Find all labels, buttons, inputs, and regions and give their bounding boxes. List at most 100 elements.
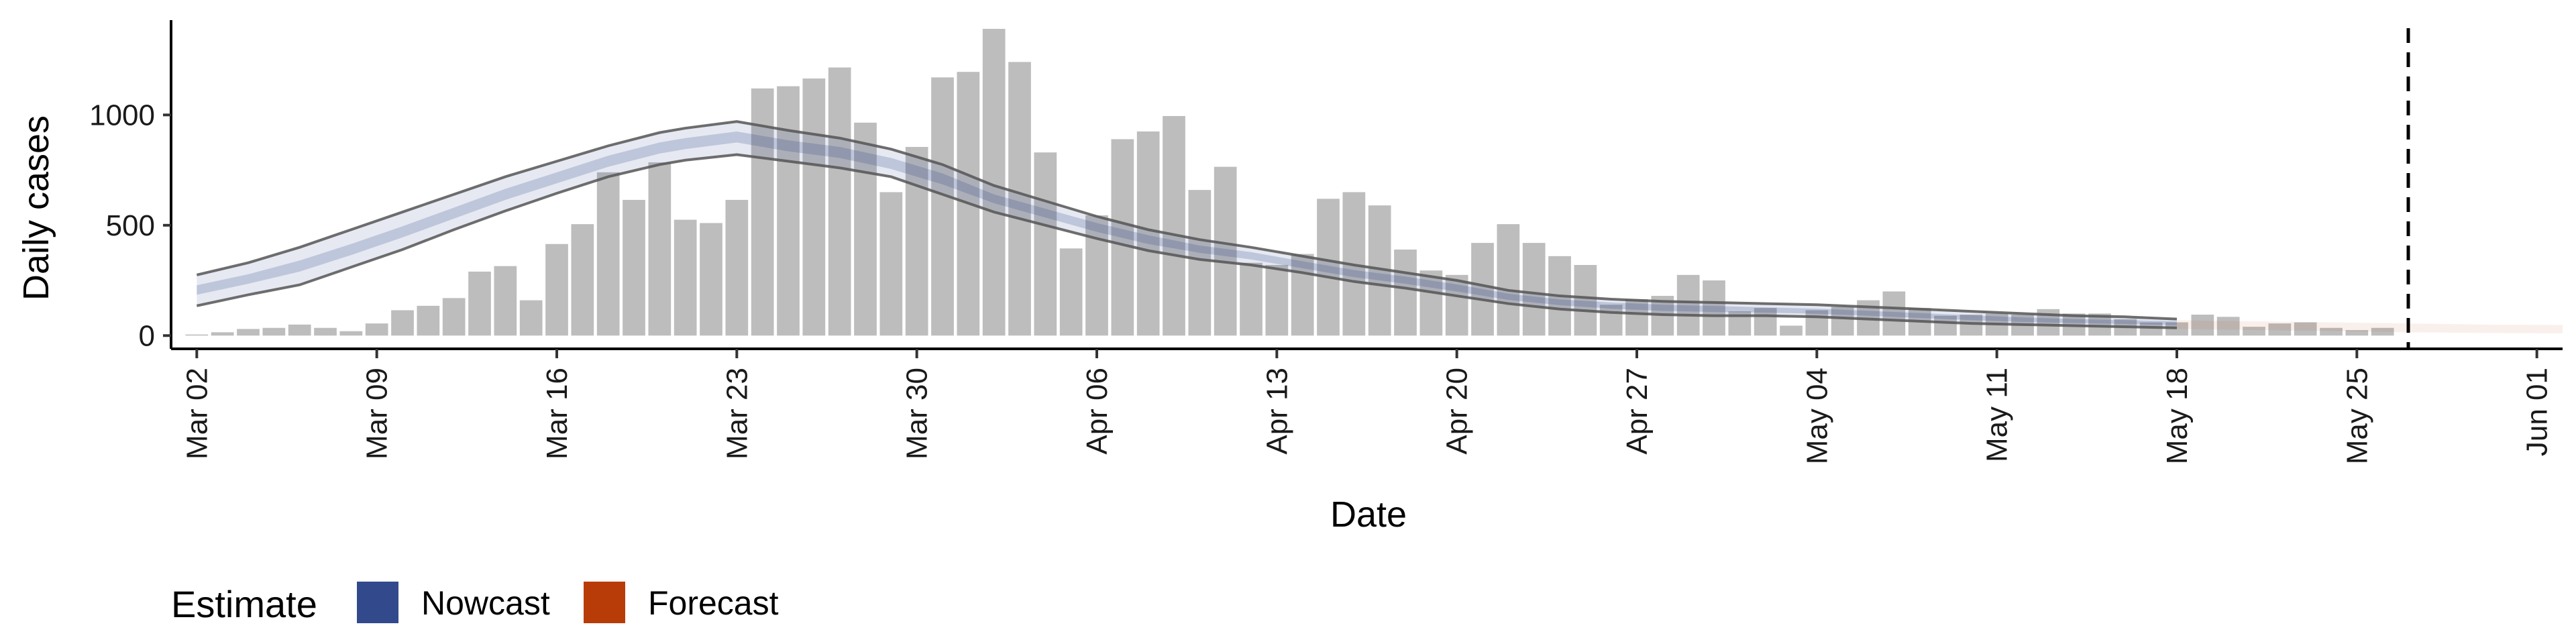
case-bar [1960,315,1983,336]
nowcast-band-90 [197,121,2178,328]
case-bar [1034,152,1057,336]
case-bar [674,219,697,336]
case-bar [1574,265,1597,336]
case-bar [2216,317,2240,336]
case-bar [623,199,645,336]
case-bar [854,122,877,336]
case-bar [442,298,466,336]
legend-title: Estimate [171,583,317,625]
case-bar [571,224,594,336]
case-bar [417,305,440,336]
case-bar [2268,323,2292,336]
x-tick-label: May 04 [1801,368,1833,464]
case-bar [1008,62,1031,336]
legend: Estimate Nowcast Forecast [171,582,779,625]
case-bar [365,323,388,336]
case-bar [2320,327,2343,336]
case-bar [879,192,903,336]
x-tick-label: May 11 [1981,368,2014,462]
forecast-band-90 [2177,320,2563,333]
case-bar [700,223,722,336]
legend-swatch-nowcast [357,582,398,623]
case-bar [237,329,260,336]
x-tick-label: Apr 20 [1441,368,1474,455]
x-tick-label: May 25 [2341,368,2373,464]
case-bar [828,67,851,336]
x-axis-title: Date [1330,494,1407,535]
case-bar [931,77,954,336]
case-bar [1445,274,1468,336]
bands-layer [197,121,2563,333]
case-bar [2345,330,2369,336]
case-bar [1419,270,1443,336]
case-bar [648,162,672,336]
case-bar [596,172,620,336]
case-bar [1522,243,1546,336]
y-axis-title: Daily cases [16,115,56,301]
case-bar [185,334,209,336]
x-tick-label: Mar 23 [720,368,753,460]
case-bar [905,147,928,336]
case-bar [1703,280,1725,336]
case-bar [1805,310,1829,336]
case-bar [391,310,414,336]
case-bar [468,271,491,336]
case-bar [288,324,311,336]
case-bar [262,327,286,336]
case-bar [1831,307,1854,336]
y-tick-label: 1000 [89,99,155,131]
y-tick-label: 500 [106,209,155,242]
bars-layer [185,29,2394,336]
case-bar [1754,308,1777,336]
case-bar [545,244,568,336]
case-bar [1676,274,1700,336]
case-bar [2191,315,2214,336]
x-tick-label: May 18 [2161,368,2194,464]
case-bar [751,88,774,336]
x-ticks: Mar 02 Mar 09 Mar 16 Mar 23 Mar 30 Apr 06 Apr … [180,349,2554,464]
case-bar [1317,199,1340,336]
x-tick-label: Mar 30 [901,368,934,460]
y-ticks: 0 500 1000 [89,99,171,352]
case-bar [1059,248,1083,336]
case-bar [2139,322,2163,336]
case-bar [519,300,543,336]
case-bar [1934,315,1957,336]
lines-layer [196,120,2178,329]
case-bar [2165,322,2188,336]
case-bar [1291,254,1314,336]
nowcast-upper-line [196,120,2178,321]
case-bar [2294,322,2317,336]
case-bar [802,78,826,336]
case-bar [1882,291,1906,336]
case-bar [1214,166,1237,336]
nowcast-lower-line [196,153,2178,329]
case-bar [339,331,363,336]
case-bar [1394,249,1417,336]
case-bar [725,199,749,336]
y-tick-label: 0 [139,319,155,352]
case-bar [2243,327,2265,336]
case-bar [1471,243,1494,336]
case-bar [1625,299,1648,336]
legend-label-forecast: Forecast [648,584,779,622]
nowcast-band-50 [197,131,2178,325]
case-bar [1188,190,1212,336]
x-tick-label: Mar 02 [180,368,213,460]
x-tick-label: Apr 27 [1621,368,1654,455]
legend-swatch-forecast [584,582,625,623]
x-tick-label: Apr 06 [1081,368,1114,455]
case-bar [1240,262,1263,336]
case-bar [314,327,337,336]
x-tick-label: Apr 13 [1260,368,1293,455]
case-bar [1265,265,1289,336]
x-tick-label: Jun 01 [2521,368,2554,456]
case-bar [1599,305,1623,336]
case-bar [1163,115,1185,336]
case-bar [1780,325,1803,336]
case-bar [1111,139,1134,336]
case-bar [1497,224,1520,336]
case-bar [494,266,517,336]
case-bar [1136,131,1160,336]
